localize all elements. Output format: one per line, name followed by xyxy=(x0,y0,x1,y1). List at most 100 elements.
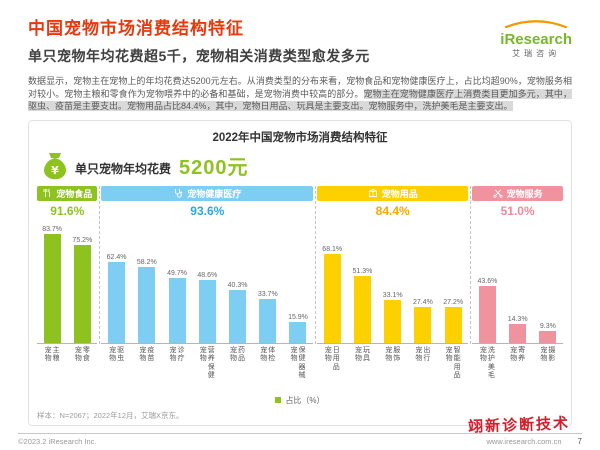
x-labels: 宠物驱虫宠物疫苗宠物诊疗宠物营养保健宠物药品宠物体检宠物保健器械 xyxy=(101,347,313,393)
bar-category-label: 宠物寄养 xyxy=(510,346,526,363)
bars-area: 83.7% 75.2% xyxy=(37,221,98,344)
bar-value-label: 9.3% xyxy=(539,322,556,330)
group-separator xyxy=(470,185,472,344)
category-band: 宠物服务 xyxy=(472,185,563,201)
chart-groups: 宠物食品 91.6% 83.7% 75.2% 宠物主粮宠物零食 宠物健康医疗 93.6% 62… xyxy=(37,185,563,393)
bar-value-label: 14.3% xyxy=(507,316,528,324)
spend-value: 5200元 xyxy=(179,156,249,179)
bar-value-label: 33.7% xyxy=(257,290,278,298)
bar-value-label: 40.3% xyxy=(227,282,248,290)
logo-subtitle-text: 艾瑞咨询 xyxy=(512,49,561,58)
bar-value-label: 51.3% xyxy=(352,268,373,276)
bars-area: 62.4% 58.2% 49.7% 48.6% 40.3% 33.7% 15.9% xyxy=(101,221,314,344)
bar-value-label: 62.4% xyxy=(106,253,127,261)
category-group-1: 宠物食品 91.6% 83.7% 75.2% 宠物主粮宠物零食 xyxy=(37,185,101,393)
bar-category-label: 宠物诊疗 xyxy=(169,346,185,363)
bar-slot: 48.6% xyxy=(192,272,222,343)
category-band: 宠物用品 xyxy=(317,185,469,201)
chart-title: 2022年中国宠物市场消费结构特征 xyxy=(212,131,388,144)
bar-category-label: 宠物摄影 xyxy=(540,346,556,363)
legend-label: 占比（%） xyxy=(285,395,325,405)
bar-category-label: 宠物疫苗 xyxy=(139,346,155,363)
category-band-label: 宠物用品 xyxy=(381,188,418,199)
bar-category-label: 宠物营养保健 xyxy=(199,346,215,380)
scissors-icon xyxy=(493,188,503,199)
header-titles: 中国宠物市场消费结构特征 单只宠物年均花费超5千，宠物相关消费类型愈发多元 xyxy=(28,14,370,66)
bar xyxy=(478,286,496,343)
bar-value-label: 68.1% xyxy=(322,246,343,254)
bar-value-label: 58.2% xyxy=(136,259,157,267)
copyright-text: ©2023.2 iResearch Inc. xyxy=(18,437,97,446)
group-separator xyxy=(99,185,101,344)
bar-slot: 51.3% xyxy=(347,268,377,343)
bar xyxy=(414,307,432,343)
annual-spend: ¥ 单只宠物年均花费 5200元 xyxy=(43,150,563,180)
bar-slot: 75.2% xyxy=(67,237,97,343)
bar-slot: 27.4% xyxy=(408,299,438,343)
bar-value-label: 43.6% xyxy=(477,278,498,286)
bar-value-label: 48.6% xyxy=(197,271,218,279)
x-labels: 宠物日用品宠物玩具宠物服饰宠物出行宠物智能用品 xyxy=(317,347,468,393)
page-number: 7 xyxy=(577,437,582,446)
bar-slot: 62.4% xyxy=(101,254,131,343)
category-group-2: 宠物健康医疗 93.6% 62.4% 58.2% 49.7% 48.6% 40.3% 33.7… xyxy=(101,185,317,393)
box-icon xyxy=(368,188,378,198)
bar xyxy=(229,290,247,343)
bar-slot: 83.7% xyxy=(37,226,67,343)
bar-category-label: 宠物零食 xyxy=(74,346,90,363)
bar xyxy=(43,233,61,343)
chart-panel: 2022年中国宠物市场消费结构特征 ¥ 单只宠物年均花费 5200元 宠物食品 9… xyxy=(28,119,572,426)
bar xyxy=(323,254,341,343)
logo-brand-text: iResearch xyxy=(500,31,572,48)
bar-slot: 14.3% xyxy=(503,316,533,343)
bar-slot: 68.1% xyxy=(317,246,347,343)
medical-icon xyxy=(173,188,183,198)
bar-slot: 9.3% xyxy=(533,323,563,343)
bar xyxy=(444,307,462,343)
page-subtitle: 单只宠物年均花费超5千，宠物相关消费类型愈发多元 xyxy=(28,48,370,64)
bar-category-label: 宠物药品 xyxy=(230,346,246,363)
food-icon xyxy=(42,188,52,198)
bar-slot: 58.2% xyxy=(132,259,162,343)
bar-value-label: 27.4% xyxy=(413,299,433,307)
bar-slot: 40.3% xyxy=(222,282,252,343)
category-share: 51.0% xyxy=(500,203,535,218)
category-group-3: 宠物用品 84.4% 68.1% 51.3% 33.1% 27.4% 27.2% 宠物日用品宠… xyxy=(317,185,472,393)
category-band: 宠物食品 xyxy=(37,185,98,201)
bar xyxy=(289,322,307,343)
bar-category-label: 宠物出行 xyxy=(415,346,431,363)
bar-slot: 27.2% xyxy=(438,299,468,343)
bar-value-label: 27.2% xyxy=(443,299,464,307)
bars-area: 68.1% 51.3% 33.1% 27.4% 27.2% xyxy=(317,221,469,344)
bar-category-label: 宠物驱虫 xyxy=(109,346,125,363)
bar-category-label: 宠物智能用品 xyxy=(445,346,461,380)
header: 中国宠物市场消费结构特征 单只宠物年均花费超5千，宠物相关消费类型愈发多元 iR… xyxy=(28,14,572,66)
legend-swatch xyxy=(275,397,282,404)
bar xyxy=(259,298,277,343)
svg-text:¥: ¥ xyxy=(51,164,59,177)
bar xyxy=(168,278,186,343)
bar-value-label: 83.7% xyxy=(42,225,63,233)
bar xyxy=(539,330,557,343)
x-labels: 宠物主粮宠物零食 xyxy=(37,347,97,393)
bar xyxy=(198,279,216,343)
spend-label: 单只宠物年均花费 xyxy=(75,161,172,176)
bar xyxy=(73,244,91,343)
bar xyxy=(138,267,156,343)
bar xyxy=(108,261,126,343)
bar-value-label: 15.9% xyxy=(288,314,308,322)
bar-category-label: 宠物日用品 xyxy=(324,346,340,371)
bar-slot: 33.1% xyxy=(378,292,408,343)
bar-value-label: 49.7% xyxy=(167,270,187,278)
category-group-4: 宠物服务 51.0% 43.6% 14.3% 9.3% 宠物洗护美毛宠物寄养宠物摄影 xyxy=(472,185,563,393)
bar-category-label: 宠物玩具 xyxy=(354,346,370,363)
bar-category-label: 宠物服饰 xyxy=(385,346,401,363)
bar xyxy=(384,299,402,343)
bar-category-label: 宠物洗护美毛 xyxy=(479,346,495,380)
money-bag-icon: ¥ xyxy=(44,152,66,180)
group-separator xyxy=(315,185,317,344)
bar-slot: 43.6% xyxy=(472,278,502,343)
category-band-label: 宠物食品 xyxy=(56,188,93,199)
bar-category-label: 宠物保健器械 xyxy=(290,346,306,380)
bar-slot: 49.7% xyxy=(162,270,192,343)
